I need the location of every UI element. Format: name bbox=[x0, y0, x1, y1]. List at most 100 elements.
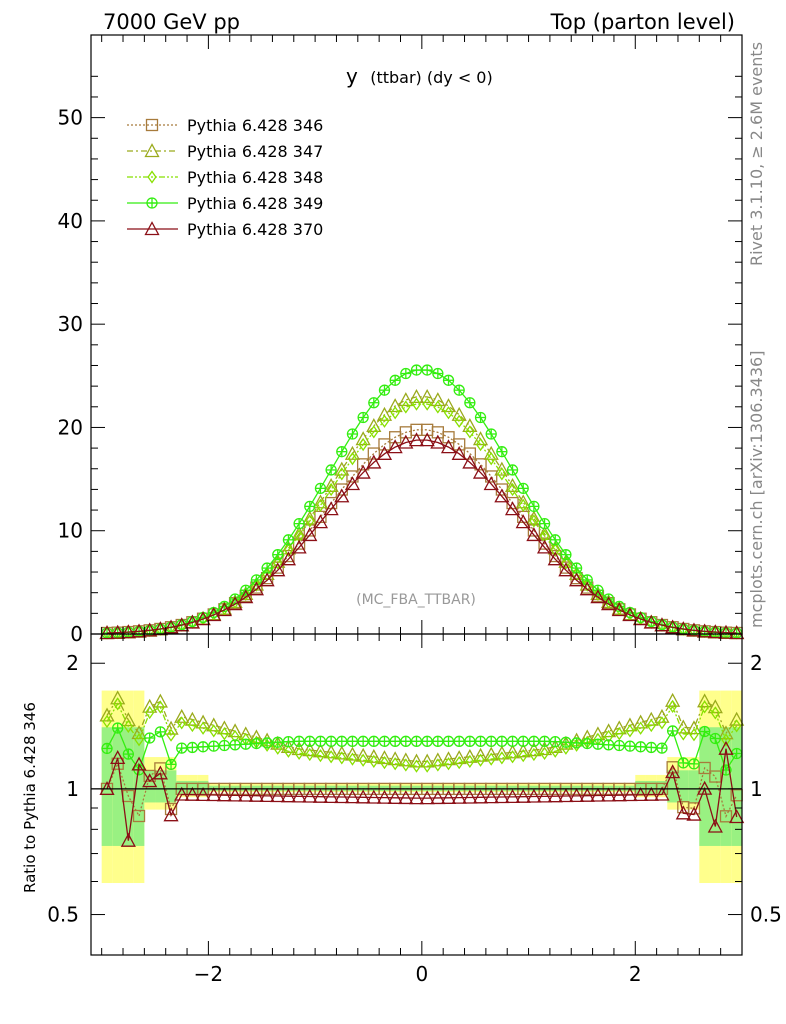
rivet-version-text: Rivet 3.1.10, ≥ 2.6M events bbox=[747, 42, 766, 266]
data-point bbox=[387, 751, 403, 766]
data-point bbox=[411, 759, 422, 773]
ratio-x-tick-label: 0 bbox=[415, 962, 428, 986]
data-point bbox=[398, 790, 414, 805]
data-point bbox=[323, 744, 339, 759]
data-point bbox=[163, 619, 179, 634]
data-point bbox=[718, 624, 734, 639]
data-point bbox=[195, 611, 211, 626]
data-point bbox=[401, 758, 411, 772]
data-point bbox=[134, 733, 144, 747]
data-point bbox=[358, 753, 368, 767]
main-y-tick-label: 50 bbox=[58, 106, 83, 130]
data-point bbox=[99, 625, 115, 640]
data-point bbox=[206, 787, 222, 802]
data-point bbox=[611, 602, 627, 617]
data-point bbox=[558, 562, 574, 577]
series-line bbox=[106, 396, 737, 634]
data-point bbox=[398, 392, 414, 407]
uncertainty-band-inner bbox=[165, 770, 177, 803]
data-point bbox=[131, 725, 147, 740]
data-point bbox=[270, 788, 286, 803]
data-point bbox=[312, 788, 329, 803]
data-point bbox=[344, 476, 361, 491]
data-point bbox=[155, 700, 166, 714]
data-point bbox=[312, 743, 329, 758]
data-point bbox=[526, 510, 542, 525]
data-point bbox=[454, 755, 464, 770]
data-point bbox=[209, 724, 219, 738]
data-point bbox=[483, 476, 499, 491]
data-point bbox=[379, 755, 390, 770]
data-point bbox=[710, 706, 720, 720]
data-point bbox=[369, 754, 379, 769]
data-point bbox=[347, 752, 358, 766]
data-point bbox=[550, 543, 560, 557]
main-y-tick-label: 10 bbox=[58, 519, 83, 543]
data-point bbox=[709, 770, 722, 783]
data-point bbox=[538, 537, 551, 550]
data-point bbox=[430, 392, 446, 407]
data-point bbox=[536, 539, 553, 554]
data-point bbox=[132, 809, 146, 823]
data-point bbox=[419, 432, 435, 447]
data-point bbox=[315, 749, 326, 763]
data-point bbox=[518, 498, 528, 513]
uncertainty-band-inner bbox=[133, 727, 145, 846]
data-point bbox=[283, 543, 294, 557]
uncertainty-band-inner bbox=[720, 727, 732, 846]
data-point bbox=[259, 572, 275, 587]
data-point bbox=[697, 780, 713, 795]
data-point bbox=[614, 727, 624, 741]
uncertainty-band-inner bbox=[688, 770, 700, 803]
data-point bbox=[334, 488, 350, 503]
data-point bbox=[248, 581, 265, 596]
data-point bbox=[700, 700, 710, 714]
data-point bbox=[718, 740, 734, 755]
data-point bbox=[323, 477, 339, 492]
uncertainty-band-inner bbox=[677, 770, 689, 803]
data-point bbox=[390, 406, 400, 420]
ratio-series-3 bbox=[102, 697, 742, 773]
data-point bbox=[376, 406, 393, 421]
data-point bbox=[475, 437, 486, 452]
data-point bbox=[344, 789, 361, 804]
data-point bbox=[387, 789, 403, 804]
data-point bbox=[430, 790, 446, 805]
data-point bbox=[433, 400, 443, 414]
data-point bbox=[131, 756, 147, 771]
data-point bbox=[529, 514, 539, 528]
data-point bbox=[601, 787, 617, 802]
data-point bbox=[123, 719, 133, 734]
uncertainty-band-inner bbox=[731, 727, 742, 846]
main-y-tick-label: 0 bbox=[70, 622, 83, 646]
data-point bbox=[227, 596, 243, 611]
data-point bbox=[494, 488, 510, 503]
data-point bbox=[102, 714, 112, 729]
data-point bbox=[527, 524, 541, 537]
data-point bbox=[174, 786, 190, 801]
data-point bbox=[504, 788, 521, 803]
data-point bbox=[719, 810, 733, 823]
data-point bbox=[633, 786, 649, 801]
legend-label: Pythia 6.428 346 bbox=[187, 116, 323, 135]
data-point bbox=[142, 622, 158, 637]
legend-entry-5: Pythia 6.428 370 bbox=[127, 220, 323, 239]
data-point bbox=[721, 733, 731, 747]
data-point bbox=[582, 578, 592, 592]
data-point bbox=[344, 746, 361, 761]
data-point bbox=[451, 445, 467, 460]
ratio-x-tick-label: −2 bbox=[194, 962, 223, 986]
data-point bbox=[110, 750, 126, 765]
data-point bbox=[515, 788, 531, 803]
uncertainty-band-inner bbox=[123, 727, 134, 846]
data-point bbox=[184, 786, 200, 801]
data-point bbox=[184, 614, 200, 629]
data-point bbox=[654, 786, 670, 801]
data-point bbox=[280, 551, 297, 566]
data-point bbox=[454, 414, 464, 428]
data-point bbox=[422, 397, 432, 411]
data-point bbox=[113, 697, 123, 711]
data-point bbox=[465, 754, 475, 769]
data-point bbox=[419, 753, 435, 768]
data-point bbox=[408, 388, 425, 404]
